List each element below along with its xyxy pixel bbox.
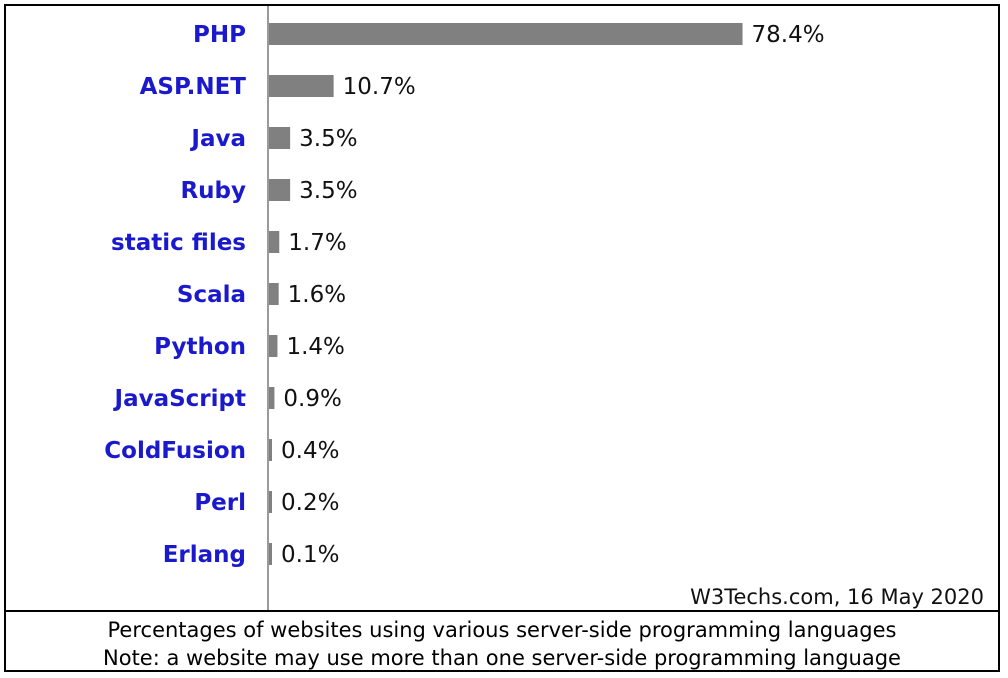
value-label: 3.5% xyxy=(299,126,357,152)
bar xyxy=(269,439,272,461)
chart-frame: PHP 78.4% ASP.NET 10.7% Java 3.5% Ruby 3.5% stat… xyxy=(4,4,1000,672)
bar xyxy=(269,127,291,149)
value-label: 0.2% xyxy=(281,490,339,516)
value-label: 0.1% xyxy=(281,542,339,568)
caption-box: Percentages of websites using various se… xyxy=(6,610,998,670)
value-label: 0.9% xyxy=(283,386,341,412)
caption-line-1: Percentages of websites using various se… xyxy=(107,618,897,642)
category-label: ColdFusion xyxy=(104,438,246,464)
value-label: 1.7% xyxy=(288,230,346,256)
bar xyxy=(269,335,278,357)
caption-line-2: Note: a website may use more than one se… xyxy=(103,646,901,670)
category-label: static files xyxy=(111,230,246,256)
bar xyxy=(269,75,334,97)
value-label: 78.4% xyxy=(752,22,825,48)
category-label: ASP.NET xyxy=(140,74,247,100)
plot-area: PHP 78.4% ASP.NET 10.7% Java 3.5% Ruby 3.5% stat… xyxy=(6,6,998,610)
bar xyxy=(269,283,279,305)
category-label: PHP xyxy=(193,22,246,48)
source-label: W3Techs.com, 16 May 2020 xyxy=(690,585,984,609)
bar xyxy=(269,387,275,409)
value-label: 10.7% xyxy=(343,74,416,100)
bar xyxy=(269,231,280,253)
value-label: 1.4% xyxy=(286,334,344,360)
category-label: JavaScript xyxy=(113,386,246,412)
value-label: 0.4% xyxy=(281,438,339,464)
value-label: 3.5% xyxy=(299,178,357,204)
category-label: Ruby xyxy=(180,178,246,204)
bars: PHP 78.4% ASP.NET 10.7% Java 3.5% Ruby 3.5% stat… xyxy=(104,22,824,568)
category-label: Java xyxy=(189,126,246,152)
category-label: Python xyxy=(154,334,246,360)
category-label: Erlang xyxy=(163,542,246,568)
category-label: Perl xyxy=(194,490,246,516)
value-label: 1.6% xyxy=(288,282,346,308)
bar xyxy=(269,179,291,201)
bar-chart: PHP 78.4% ASP.NET 10.7% Java 3.5% Ruby 3.5% stat… xyxy=(104,6,984,610)
bar xyxy=(269,23,743,45)
bar xyxy=(269,491,272,513)
category-label: Scala xyxy=(177,282,246,308)
bar xyxy=(269,543,272,565)
